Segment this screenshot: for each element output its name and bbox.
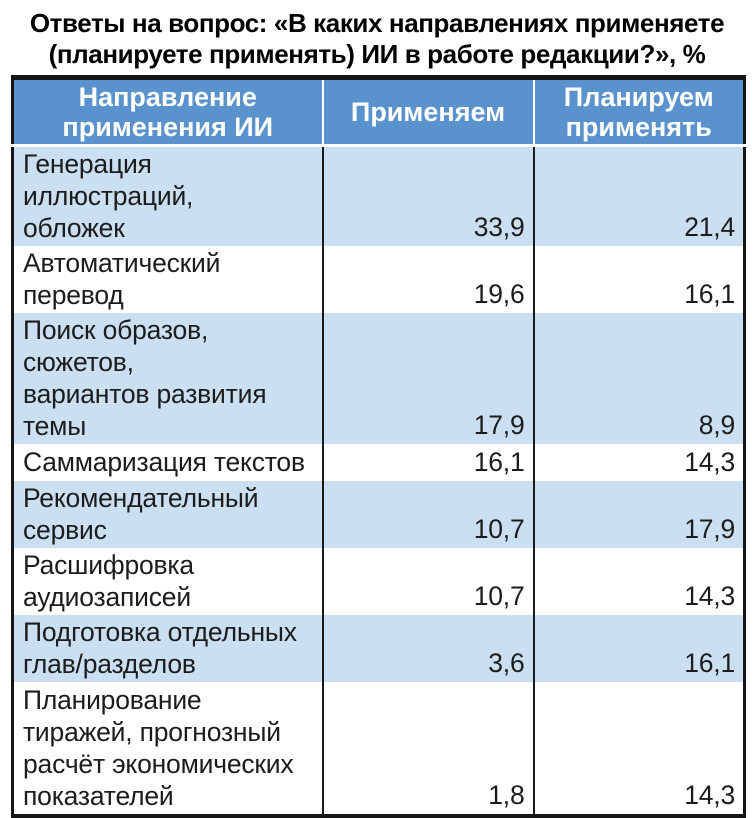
value-using: 17,9 xyxy=(321,313,534,445)
value-planning: 16,1 xyxy=(532,615,745,683)
row-label: Саммаризация текстов xyxy=(23,447,305,478)
value-planning: 17,9 xyxy=(532,481,745,549)
column-header-direction: Направление применения ИИ xyxy=(12,77,323,148)
column-header-using: Применяем xyxy=(321,77,534,148)
value-planning: 16,1 xyxy=(532,246,745,314)
row-label: Автоматический перевод xyxy=(23,248,221,311)
value-planning: 14,3 xyxy=(532,548,745,616)
row-label: Генерация иллюстраций, обложек xyxy=(23,149,194,244)
row-label: Планирование тиражей, прогнозный расчёт … xyxy=(23,684,294,811)
table-row: Планирование тиражей, прогнозный расчёт … xyxy=(12,682,745,817)
table-row: Рекомендательный сервис 10,7 17,9 xyxy=(12,481,745,549)
row-label: Расшифровка аудиозаписей xyxy=(23,550,194,613)
value-planning: 14,3 xyxy=(532,444,745,482)
value-planning: 14,3 xyxy=(532,682,745,817)
header-row: Направление применения ИИ Применяем План… xyxy=(12,77,745,148)
value-using: 16,1 xyxy=(321,444,534,482)
row-label: Поиск образов, сюжетов, вариантов развит… xyxy=(23,315,267,442)
page-title: Ответы на вопрос: «В каких направлениях … xyxy=(29,8,725,69)
value-using: 1,8 xyxy=(321,682,534,817)
value-using: 19,6 xyxy=(321,246,534,314)
value-using: 3,6 xyxy=(321,615,534,683)
table-row: Генерация иллюстраций, обложек 33,9 21,4 xyxy=(12,145,745,247)
survey-table: Направление применения ИИ Применяем План… xyxy=(11,75,746,818)
table-row: Подготовка отдельных глав/разделов 3,6 1… xyxy=(12,615,745,683)
value-using: 10,7 xyxy=(321,548,534,616)
value-using: 10,7 xyxy=(321,481,534,549)
table-row: Саммаризация текстов 16,1 14,3 xyxy=(12,444,745,482)
value-using: 33,9 xyxy=(321,145,534,247)
value-planning: 8,9 xyxy=(532,313,745,445)
row-label: Рекомендательный сервис xyxy=(23,483,259,546)
value-planning: 21,4 xyxy=(532,145,745,247)
table-row: Расшифровка аудиозаписей 10,7 14,3 xyxy=(12,548,745,616)
row-label: Подготовка отдельных глав/разделов xyxy=(23,617,297,680)
table-row: Автоматический перевод 19,6 16,1 xyxy=(12,246,745,314)
column-header-planning: Планируем применять xyxy=(532,77,745,148)
table-row: Поиск образов, сюжетов, вариантов развит… xyxy=(12,313,745,445)
